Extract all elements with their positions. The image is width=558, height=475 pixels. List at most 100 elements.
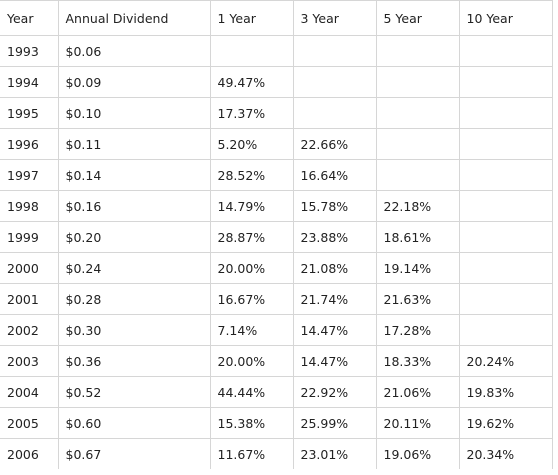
one-year-growth-cell: 49.47% (209, 66, 294, 98)
annual-dividend-cell: $0.36 (57, 345, 211, 377)
three-year-growth-cell: 23.01% (292, 438, 377, 469)
annual-dividend-cell: $0.11 (57, 128, 211, 160)
table-row: 2001 $0.28 16.67% 21.74% 21.63% (0, 283, 553, 315)
annual-dividend-cell: $0.60 (57, 407, 211, 439)
one-year-growth-cell: 7.14% (209, 314, 294, 346)
table-row: 2005 $0.60 15.38% 25.99% 20.11% 19.62% (0, 407, 553, 439)
table-row: 1993 $0.06 (0, 35, 553, 67)
three-year-growth-cell: 23.88% (292, 221, 377, 253)
ten-year-growth-cell (458, 190, 553, 222)
header-row: Year Annual Dividend 1 Year 3 Year 5 Yea… (0, 0, 553, 36)
three-year-growth-cell: 16.64% (292, 159, 377, 191)
one-year-growth-cell: 17.37% (209, 97, 294, 129)
annual-dividend-cell: $0.30 (57, 314, 211, 346)
ten-year-growth-cell (458, 314, 553, 346)
five-year-growth-cell: 18.33% (375, 345, 460, 377)
ten-year-growth-cell (458, 35, 553, 67)
five-year-growth-cell (375, 66, 460, 98)
year-cell: 1996 (0, 128, 59, 160)
one-year-growth-cell: 20.00% (209, 252, 294, 284)
five-year-growth-cell (375, 159, 460, 191)
header-year: Year (0, 0, 59, 36)
ten-year-growth-cell (458, 221, 553, 253)
ten-year-growth-cell: 19.62% (458, 407, 553, 439)
one-year-growth-cell: 16.67% (209, 283, 294, 315)
annual-dividend-cell: $0.06 (57, 35, 211, 67)
three-year-growth-cell: 21.08% (292, 252, 377, 284)
ten-year-growth-cell (458, 159, 553, 191)
three-year-growth-cell: 14.47% (292, 345, 377, 377)
table-row: 1996 $0.11 5.20% 22.66% (0, 128, 553, 160)
year-cell: 2005 (0, 407, 59, 439)
five-year-growth-cell (375, 35, 460, 67)
table-row: 2000 $0.24 20.00% 21.08% 19.14% (0, 252, 553, 284)
three-year-growth-cell: 21.74% (292, 283, 377, 315)
year-cell: 2004 (0, 376, 59, 408)
annual-dividend-cell: $0.52 (57, 376, 211, 408)
year-cell: 1993 (0, 35, 59, 67)
header-1-year: 1 Year (209, 0, 294, 36)
table-row: 2006 $0.67 11.67% 23.01% 19.06% 20.34% (0, 438, 553, 469)
annual-dividend-cell: $0.09 (57, 66, 211, 98)
table-row: 2004 $0.52 44.44% 22.92% 21.06% 19.83% (0, 376, 553, 408)
table-row: 1994 $0.09 49.47% (0, 66, 553, 98)
three-year-growth-cell: 15.78% (292, 190, 377, 222)
year-cell: 2001 (0, 283, 59, 315)
ten-year-growth-cell (458, 66, 553, 98)
table-row: 1995 $0.10 17.37% (0, 97, 553, 129)
table-row: 1999 $0.20 28.87% 23.88% 18.61% (0, 221, 553, 253)
annual-dividend-cell: $0.28 (57, 283, 211, 315)
ten-year-growth-cell: 20.24% (458, 345, 553, 377)
ten-year-growth-cell: 20.34% (458, 438, 553, 469)
table-row: 1998 $0.16 14.79% 15.78% 22.18% (0, 190, 553, 222)
five-year-growth-cell: 22.18% (375, 190, 460, 222)
ten-year-growth-cell (458, 97, 553, 129)
ten-year-growth-cell (458, 128, 553, 160)
five-year-growth-cell: 19.14% (375, 252, 460, 284)
three-year-growth-cell (292, 97, 377, 129)
five-year-growth-cell: 20.11% (375, 407, 460, 439)
five-year-growth-cell: 17.28% (375, 314, 460, 346)
annual-dividend-cell: $0.14 (57, 159, 211, 191)
one-year-growth-cell: 44.44% (209, 376, 294, 408)
one-year-growth-cell: 5.20% (209, 128, 294, 160)
five-year-growth-cell (375, 128, 460, 160)
one-year-growth-cell (209, 35, 294, 67)
year-cell: 2003 (0, 345, 59, 377)
five-year-growth-cell: 19.06% (375, 438, 460, 469)
ten-year-growth-cell (458, 283, 553, 315)
annual-dividend-cell: $0.10 (57, 97, 211, 129)
five-year-growth-cell: 21.63% (375, 283, 460, 315)
one-year-growth-cell: 20.00% (209, 345, 294, 377)
year-cell: 1994 (0, 66, 59, 98)
dividend-growth-table: Year Annual Dividend 1 Year 3 Year 5 Yea… (0, 0, 553, 469)
header-3-year: 3 Year (292, 0, 377, 36)
table-row: 2002 $0.30 7.14% 14.47% 17.28% (0, 314, 553, 346)
one-year-growth-cell: 14.79% (209, 190, 294, 222)
annual-dividend-cell: $0.20 (57, 221, 211, 253)
annual-dividend-cell: $0.16 (57, 190, 211, 222)
five-year-growth-cell: 21.06% (375, 376, 460, 408)
year-cell: 1995 (0, 97, 59, 129)
three-year-growth-cell: 25.99% (292, 407, 377, 439)
three-year-growth-cell: 22.66% (292, 128, 377, 160)
table-body: 1993 $0.06 1994 $0.09 49.47% 1995 $0.10 17.37% 1… (0, 35, 553, 469)
one-year-growth-cell: 15.38% (209, 407, 294, 439)
year-cell: 1999 (0, 221, 59, 253)
annual-dividend-cell: $0.24 (57, 252, 211, 284)
annual-dividend-cell: $0.67 (57, 438, 211, 469)
header-10-year: 10 Year (458, 0, 553, 36)
year-cell: 2006 (0, 438, 59, 469)
table-header: Year Annual Dividend 1 Year 3 Year 5 Yea… (0, 0, 553, 36)
three-year-growth-cell: 22.92% (292, 376, 377, 408)
table-row: 2003 $0.36 20.00% 14.47% 18.33% 20.24% (0, 345, 553, 377)
header-5-year: 5 Year (375, 0, 460, 36)
year-cell: 1997 (0, 159, 59, 191)
table-row: 1997 $0.14 28.52% 16.64% (0, 159, 553, 191)
one-year-growth-cell: 28.87% (209, 221, 294, 253)
three-year-growth-cell (292, 35, 377, 67)
ten-year-growth-cell (458, 252, 553, 284)
one-year-growth-cell: 11.67% (209, 438, 294, 469)
header-annual-dividend: Annual Dividend (57, 0, 211, 36)
year-cell: 1998 (0, 190, 59, 222)
